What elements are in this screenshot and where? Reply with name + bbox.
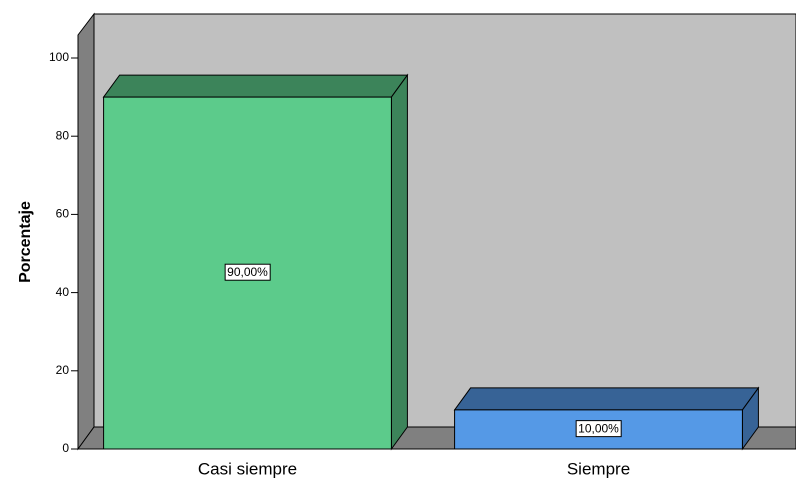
- value-label-box: [575, 420, 622, 438]
- x-tick-label: Casi siempre: [198, 459, 297, 478]
- bar-top: [453, 387, 760, 411]
- side-wall: [77, 12, 95, 451]
- value-label-text: 90,00%: [227, 265, 268, 279]
- y-tick-label: 60: [56, 207, 70, 221]
- value-label-text: 10,00%: [578, 422, 619, 436]
- bar-side: [390, 73, 408, 451]
- y-tick-label: 80: [56, 128, 70, 142]
- x-tick-label: Siempre: [567, 459, 630, 478]
- y-tick-label: 100: [49, 50, 69, 64]
- value-label: 90,00%: [224, 263, 271, 281]
- y-tick-label: 40: [56, 285, 70, 299]
- y-axis-label: Porcentaje: [17, 201, 34, 283]
- value-label-box: [224, 263, 271, 281]
- bar-top: [102, 74, 409, 98]
- y-tick-label: 20: [56, 363, 70, 377]
- value-label: 10,00%: [575, 420, 622, 438]
- y-tick-label: 0: [62, 441, 69, 455]
